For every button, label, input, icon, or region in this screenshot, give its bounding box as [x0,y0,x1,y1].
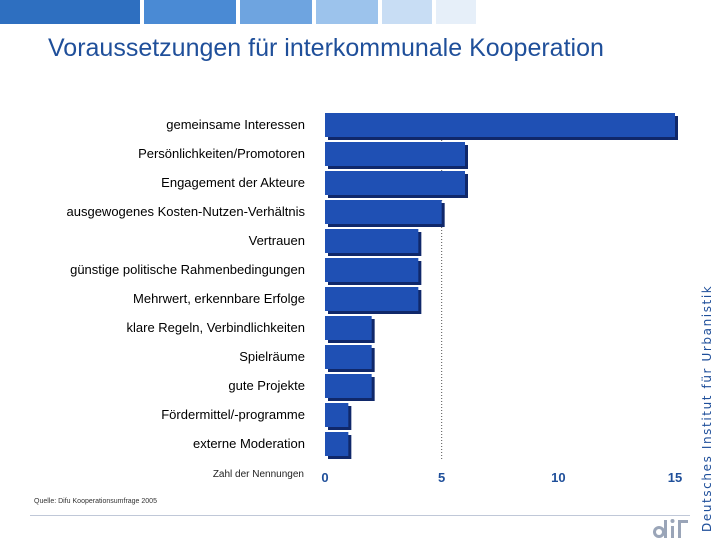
band-segment-1 [0,0,140,24]
footer-divider [30,515,690,516]
x-axis-label: Zahl der Nennungen [213,469,304,480]
bar [325,171,465,195]
category-label: ausgewogenes Kosten-Nutzen-Verhältnis [67,204,306,219]
bar [325,200,442,224]
bar [325,316,372,340]
category-label: Fördermittel/-programme [161,407,305,422]
bar [325,142,465,166]
category-label: externe Moderation [193,436,305,451]
bar [325,432,349,456]
x-tick-label: 10 [551,470,565,485]
category-label: gemeinsame Interessen [166,117,305,132]
category-label: Persönlichkeiten/Promotoren [138,146,305,161]
bar [325,229,419,253]
category-label: gute Projekte [228,378,305,393]
category-label: Mehrwert, erkennbare Erfolge [133,291,305,306]
category-label: Spielräume [239,349,305,364]
bar-chart: gemeinsame Interessen Persönlichkeiten/Pr… [67,113,682,485]
x-tick-label: 0 [321,470,328,485]
category-label: günstige politische Rahmenbedingungen [70,262,305,277]
category-label: klare Regeln, Verbindlichkeiten [127,320,306,335]
bar [325,258,419,282]
band-segment-3 [240,0,312,24]
bar [325,345,372,369]
header-color-band [0,0,720,24]
difu-logo [653,519,688,538]
bar [325,287,419,311]
band-segment-5 [382,0,432,24]
bar [325,374,372,398]
band-segment-6 [436,0,476,24]
x-tick-label: 15 [668,470,682,485]
side-text: Deutsches Institut für Urbanistik [700,284,714,532]
category-label: Vertrauen [249,233,305,248]
page-title: Voraussetzungen für interkommunale Koope… [48,34,604,62]
bar [325,113,675,137]
band-segment-2 [144,0,236,24]
x-tick-label: 5 [438,470,445,485]
bar [325,403,349,427]
source-note: Quelle: Difu Kooperationsumfrage 2005 [34,498,157,505]
band-segment-4 [316,0,378,24]
category-label: Engagement der Akteure [161,175,305,190]
